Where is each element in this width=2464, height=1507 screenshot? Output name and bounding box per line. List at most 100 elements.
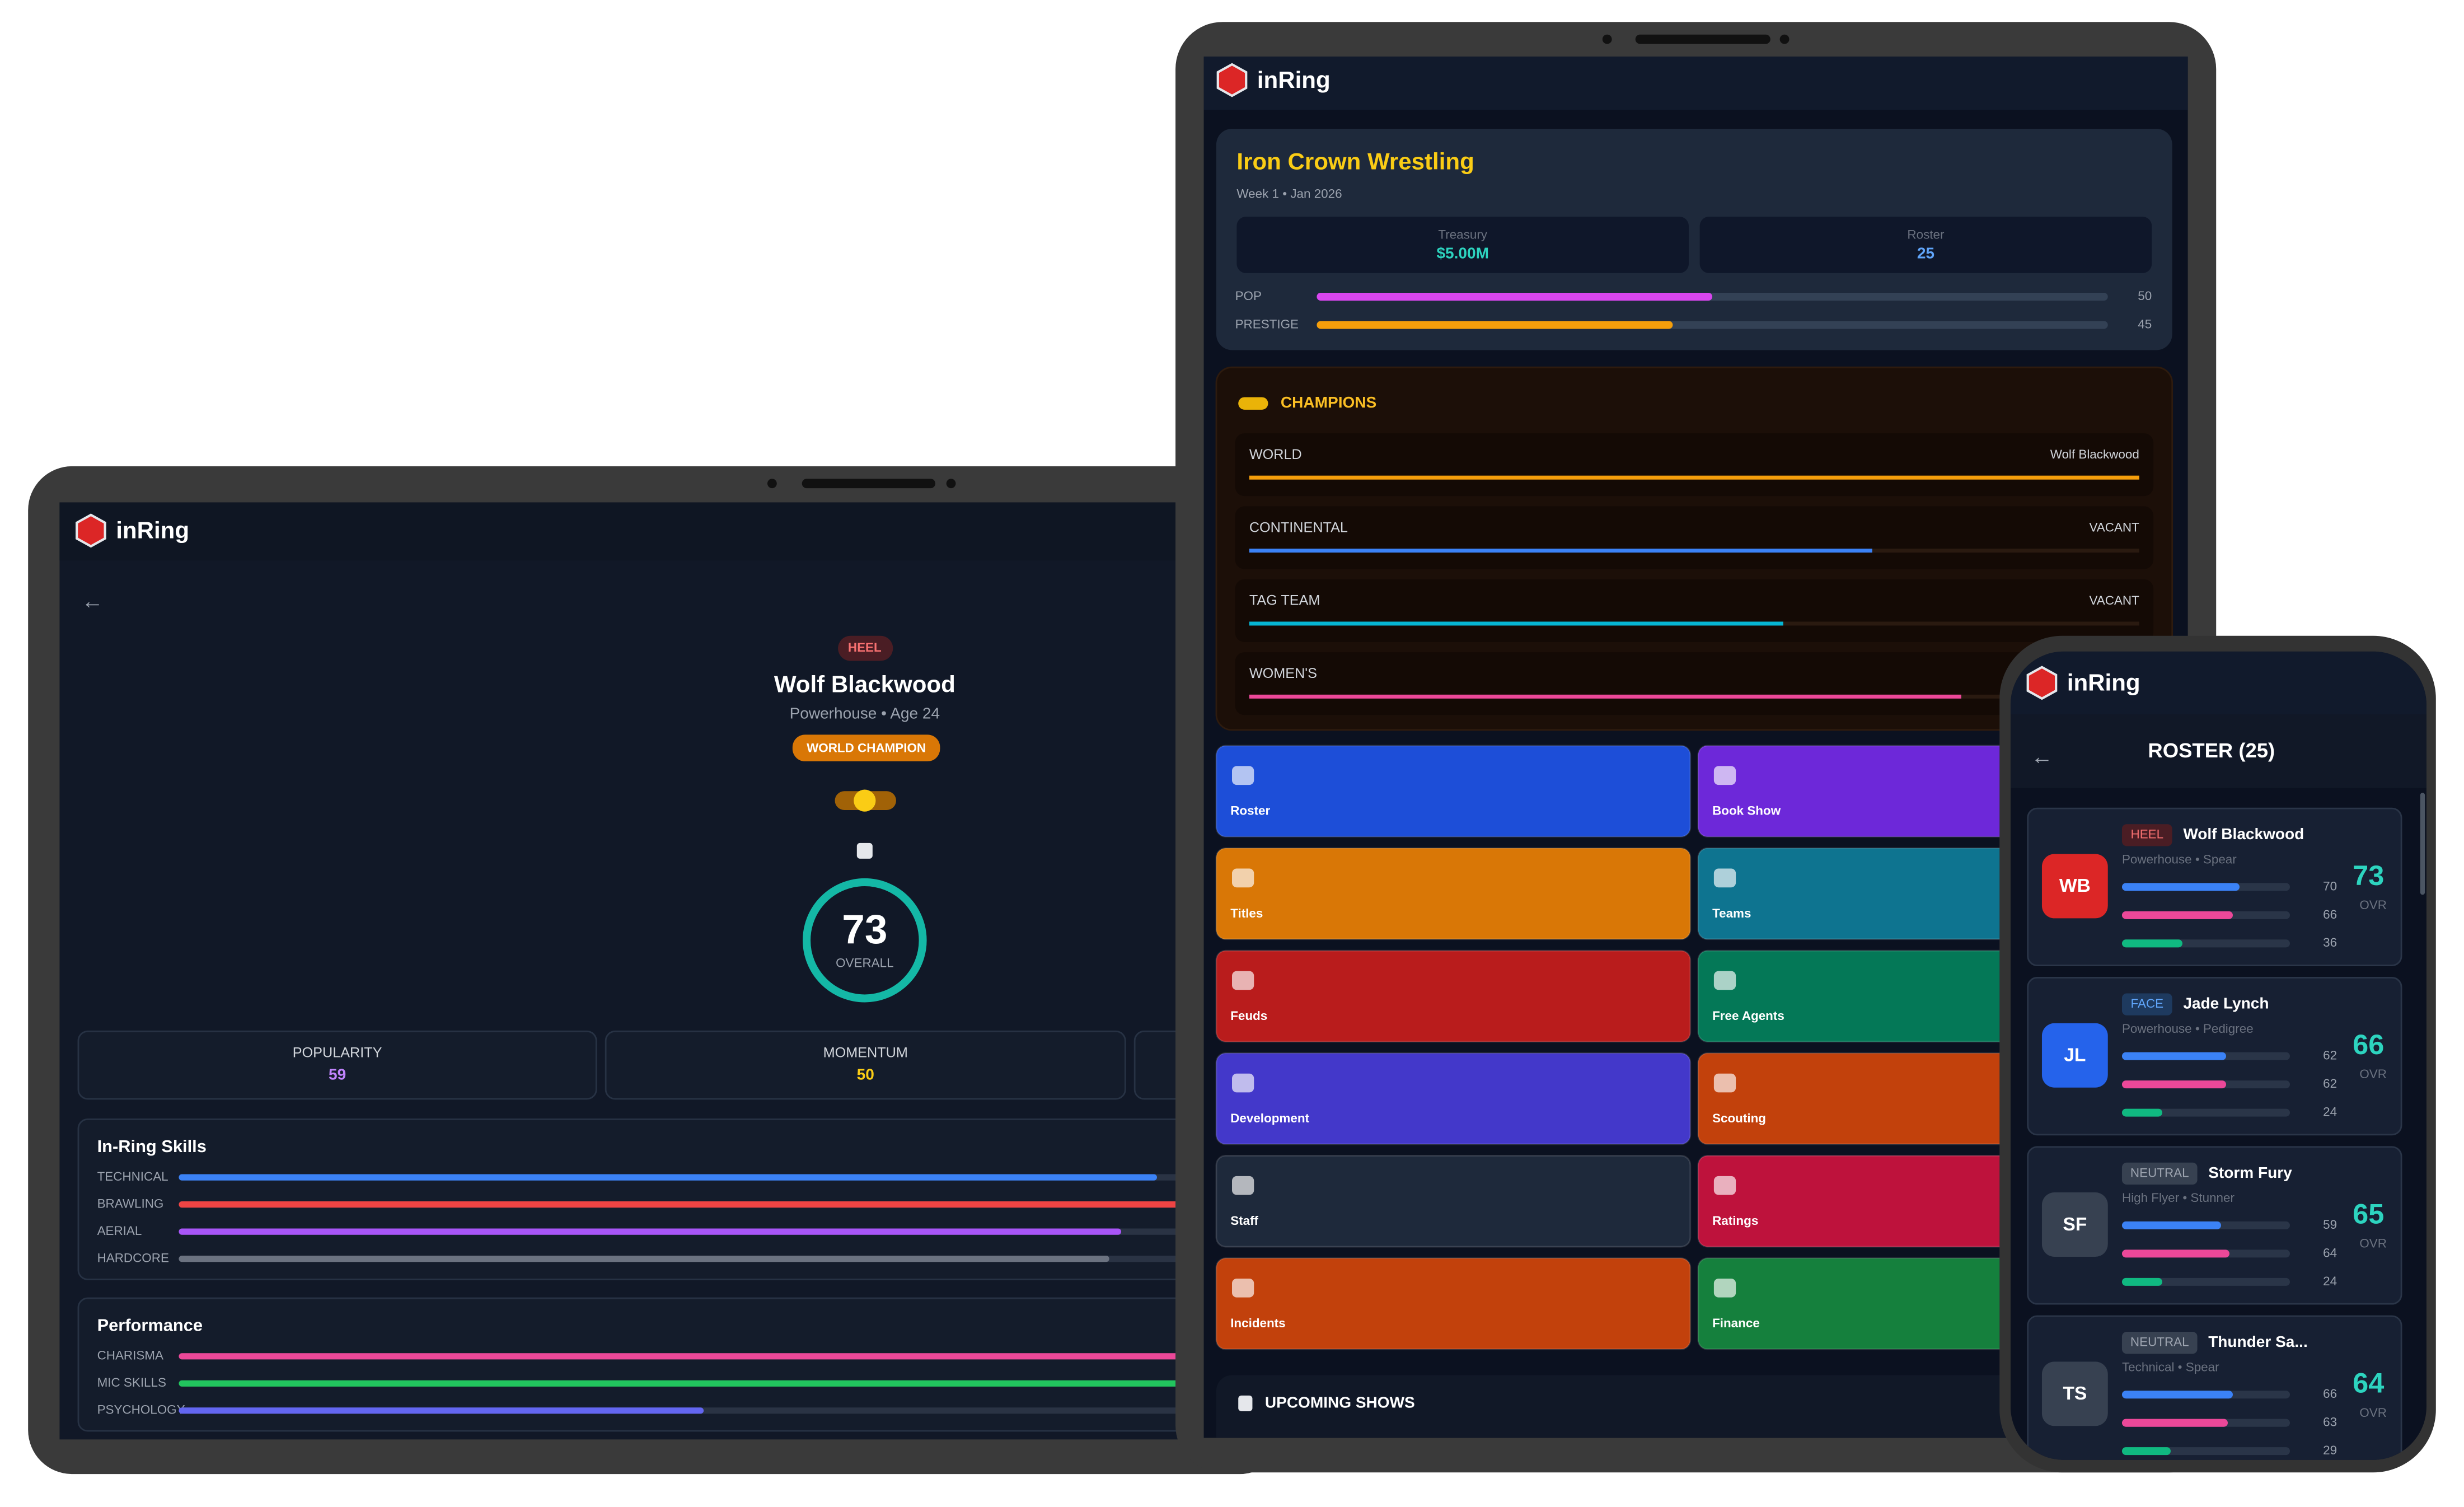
tile-label: Titles	[1230, 906, 1263, 920]
rating-bar	[2121, 1249, 2229, 1258]
avatar	[2041, 1361, 2108, 1426]
nav-tile[interactable]: Incidents	[1215, 1257, 1692, 1350]
camera	[767, 479, 777, 489]
tile-bg	[1215, 1052, 1692, 1145]
champion-row	[1235, 652, 2154, 715]
wrestler-card[interactable]: JL FACE Jade Lynch Powerhouse • Pedigree 62 6…	[2027, 977, 2402, 1136]
tile-label: Scouting	[1712, 1111, 1766, 1125]
belt-plate	[854, 789, 876, 812]
belt-icon	[1238, 397, 1268, 410]
overall-value: 66	[2353, 1028, 2384, 1060]
rating-value: 59	[2323, 1218, 2337, 1232]
wrestler-card[interactable]: WB HEEL Wolf Blackwood Powerhouse • Spear 70…	[2027, 807, 2402, 966]
wrestler-name: Jade Lynch	[2183, 995, 2269, 1012]
speaker	[802, 479, 936, 489]
tile-icon	[1713, 1073, 1736, 1093]
alignment-pill	[2121, 824, 2172, 846]
section-title: In-Ring Skills	[97, 1136, 207, 1156]
nav-tile[interactable]: Staff	[1215, 1155, 1692, 1248]
header	[1203, 56, 2188, 110]
tile-bg	[1215, 949, 1692, 1043]
meter-bar	[1317, 292, 1713, 301]
back-button[interactable]: ←	[82, 589, 104, 614]
skill-label: MIC SKILLS	[97, 1375, 166, 1389]
tile-label: Development	[1230, 1111, 1309, 1125]
badge: WORLD CHAMPION	[807, 741, 926, 755]
summary-box	[1236, 216, 1689, 273]
overall-label: OVR	[2359, 1237, 2387, 1251]
alignment-pill	[2121, 993, 2172, 1015]
scrollbar	[2420, 793, 2425, 895]
rating-value: 24	[2323, 1105, 2337, 1119]
rating-bar	[2121, 1221, 2221, 1229]
screen-title: ROSTER (25)	[2148, 739, 2275, 762]
nav-tile[interactable]: Feuds	[1215, 949, 1692, 1043]
brand: inRing	[116, 517, 189, 544]
tile-icon	[1232, 1073, 1254, 1093]
brand: inRing	[2067, 670, 2140, 696]
phone-screen: inRing ← ROSTER (25) WB HEEL Wolf Blackwood Po…	[2010, 651, 2426, 1473]
alignment: HEEL	[2131, 827, 2164, 841]
tile-bg	[1215, 745, 1692, 838]
avatar-initials: SF	[2063, 1214, 2087, 1235]
rating-value: 63	[2323, 1415, 2337, 1429]
overall-label: OVR	[2359, 898, 2387, 912]
nav-tile[interactable]: Roster	[1215, 745, 1692, 838]
tile-label: Free Agents	[1712, 1009, 1784, 1023]
stat-label: MOMENTUM	[823, 1045, 908, 1060]
rating-bar	[2121, 911, 2233, 919]
champion-title: WORLD	[1249, 447, 1302, 462]
rating-bar	[2121, 1080, 2226, 1089]
champion-holder: VACANT	[2090, 521, 2140, 535]
back-button[interactable]: ←	[2031, 745, 2053, 769]
tile-icon	[1232, 766, 1254, 785]
skill-label: AERIAL	[97, 1224, 142, 1238]
stat-box	[605, 1030, 1126, 1100]
rating-track	[2121, 1277, 2290, 1286]
champion-holder: Wolf Blackwood	[2050, 447, 2139, 461]
org-date: Week 1 • Jan 2026	[1236, 187, 1342, 201]
avatar	[2041, 1192, 2108, 1257]
alignment-pill	[2121, 1332, 2198, 1354]
wrestler-name: Thunder Sa...	[2208, 1333, 2308, 1350]
org-name: Iron Crown Wrestling	[1236, 148, 1474, 175]
overall-value: 65	[2353, 1197, 2384, 1229]
tile-icon	[1713, 971, 1736, 990]
champion-line	[1249, 475, 2139, 480]
wrestler-card[interactable]: SF NEUTRAL Storm Fury High Flyer • Stunner 5…	[2027, 1146, 2402, 1305]
alignment: HEEL	[848, 640, 882, 654]
avatar-initials: TS	[2063, 1383, 2087, 1404]
tile-icon	[1713, 766, 1736, 785]
meter-value: 45	[2138, 317, 2152, 331]
wrestler-name: Wolf Blackwood	[2183, 825, 2304, 843]
wrestler-name: Wolf Blackwood	[774, 671, 955, 698]
tile-bg	[1215, 847, 1692, 940]
rating-value: 70	[2323, 879, 2337, 893]
alignment-pill	[838, 635, 893, 661]
rating-bar	[2121, 883, 2240, 891]
skill-bar	[179, 1256, 1109, 1262]
overall-label: OVERALL	[836, 956, 893, 970]
overall-value: 64	[2353, 1367, 2384, 1399]
rating-value: 36	[2323, 935, 2337, 949]
trend-icon	[856, 843, 873, 859]
champion-line	[1249, 549, 1872, 553]
tile-bg	[1215, 1257, 1692, 1350]
champion-line	[1249, 694, 1961, 699]
champion-title: CONTINENTAL	[1249, 520, 1348, 535]
tile-label: Teams	[1712, 906, 1751, 920]
nav-tile[interactable]: Titles	[1215, 847, 1692, 940]
alignment-pill	[2121, 1162, 2198, 1185]
badge-bg	[792, 734, 940, 762]
tile-icon	[1713, 1176, 1736, 1195]
logo-icon	[2026, 666, 2058, 700]
camera	[1602, 34, 1612, 44]
logo-icon	[1216, 63, 1248, 97]
header	[59, 502, 1194, 561]
skill-bar	[179, 1353, 1194, 1360]
rating-bar	[2121, 1277, 2162, 1286]
wrestler-card[interactable]: TS NEUTRAL Thunder Sa... Technical • Spear 6…	[2027, 1315, 2402, 1473]
alignment: NEUTRAL	[2130, 1166, 2189, 1180]
nav-tile[interactable]: Development	[1215, 1052, 1692, 1145]
